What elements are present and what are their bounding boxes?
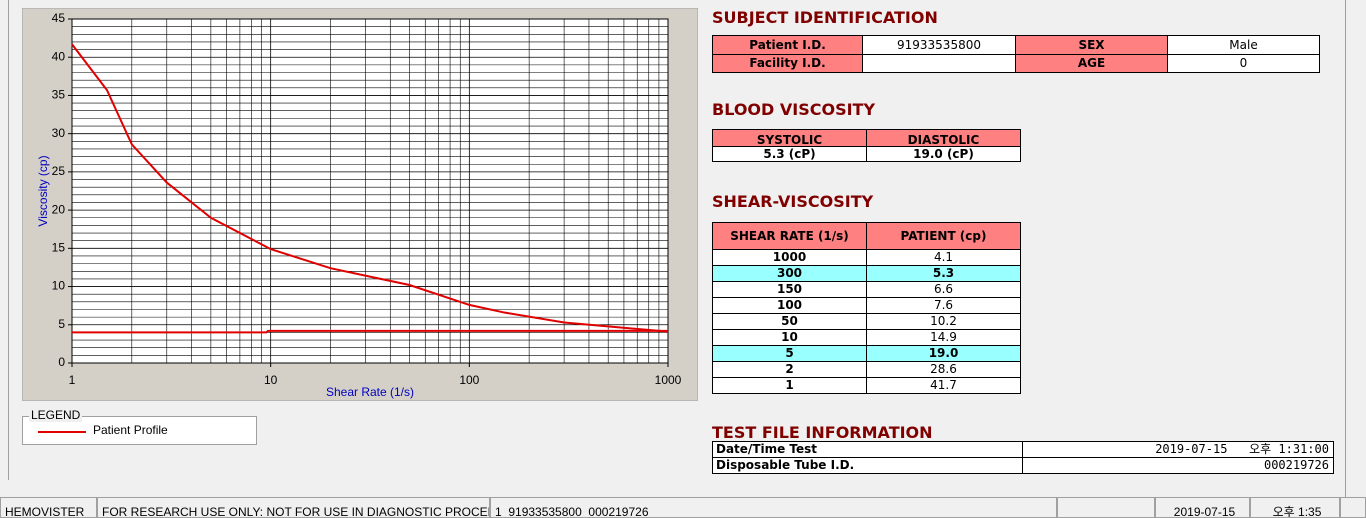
viscosity-cell: 10.2 bbox=[866, 313, 1021, 330]
y-tick-label: 45 bbox=[52, 11, 66, 25]
x-tick-label: 100 bbox=[459, 373, 479, 387]
y-tick-label: 0 bbox=[58, 355, 65, 369]
label-cell: Disposable Tube I.D. bbox=[712, 457, 1023, 474]
status-empty bbox=[1057, 497, 1155, 518]
legend-swatch bbox=[38, 431, 86, 433]
value-cell: 5.3 (cP) bbox=[712, 146, 867, 162]
y-tick-label: 5 bbox=[58, 317, 65, 331]
x-tick-label: 1000 bbox=[655, 373, 682, 387]
x-tick-label: 10 bbox=[264, 373, 278, 387]
y-tick-label: 40 bbox=[52, 49, 66, 63]
label-cell: AGE bbox=[1015, 54, 1168, 73]
value-cell: 19.0 (cP) bbox=[866, 146, 1021, 162]
x-tick-label: 1 bbox=[69, 373, 76, 387]
value-cell: 91933535800 bbox=[862, 35, 1016, 55]
status-notice: FOR RESEARCH USE ONLY: NOT FOR USE IN DI… bbox=[97, 497, 490, 518]
header-cell: PATIENT (cp) bbox=[866, 222, 1021, 250]
label-cell: Date/Time Test bbox=[712, 441, 1023, 458]
header-cell: SYSTOLIC bbox=[712, 129, 867, 147]
y-axis-label: Viscosity (cp) bbox=[36, 155, 50, 226]
y-tick-label: 15 bbox=[52, 241, 66, 255]
y-tick-label: 35 bbox=[52, 88, 66, 102]
viscosity-cell: 14.9 bbox=[866, 329, 1021, 346]
plot-border bbox=[71, 18, 669, 364]
shear-rate-cell: 100 bbox=[712, 297, 867, 314]
viscosity-cell: 4.1 bbox=[866, 249, 1021, 266]
section-title: TEST FILE INFORMATION bbox=[712, 423, 933, 442]
shear-rate-cell: 1000 bbox=[712, 249, 867, 266]
shear-rate-cell: 5 bbox=[712, 345, 867, 362]
section-title: BLOOD VISCOSITY bbox=[712, 100, 876, 119]
status-record: 1 91933535800 000219726 bbox=[490, 497, 1057, 518]
viscosity-cell: 19.0 bbox=[866, 345, 1021, 362]
shear-rate-cell: 2 bbox=[712, 361, 867, 378]
status-app: HEMOVISTER bbox=[0, 497, 97, 518]
y-tick-label: 25 bbox=[52, 164, 66, 178]
shear-rate-cell: 1 bbox=[712, 377, 867, 394]
value-cell bbox=[862, 54, 1016, 73]
status-date: 2019-07-15 bbox=[1155, 497, 1250, 518]
value-cell: 0 bbox=[1167, 54, 1320, 73]
value-cell: 000219726 bbox=[1022, 457, 1334, 474]
chart: Shear Rate (1/s) Viscosity (cp) 0 5 10 15 20… bbox=[22, 8, 698, 401]
legend: LEGEND Patient Profile bbox=[22, 408, 257, 445]
label-cell: Patient I.D. bbox=[712, 35, 863, 55]
data-line bbox=[72, 329, 668, 334]
label-cell: Facility I.D. bbox=[712, 54, 863, 73]
left-border bbox=[8, 0, 9, 480]
plot-area bbox=[72, 19, 668, 363]
viscosity-cell: 28.6 bbox=[866, 361, 1021, 378]
shear-rate-cell: 300 bbox=[712, 265, 867, 282]
data-line bbox=[71, 43, 669, 333]
legend-label: Patient Profile bbox=[93, 423, 168, 437]
status-time: 오후 1:35 bbox=[1250, 497, 1340, 518]
y-tick-label: 20 bbox=[52, 202, 66, 216]
section-title: SHEAR-VISCOSITY bbox=[712, 192, 874, 211]
label-cell: SEX bbox=[1015, 35, 1168, 55]
value-cell: 2019-07-15 오후 1:31:00 bbox=[1022, 441, 1334, 458]
status-grip bbox=[1340, 497, 1366, 518]
y-tick-label: 30 bbox=[52, 126, 66, 140]
header-cell: DIASTOLIC bbox=[866, 129, 1021, 147]
right-border bbox=[1345, 0, 1346, 497]
value-cell: Male bbox=[1167, 35, 1320, 55]
header-cell: SHEAR RATE (1/s) bbox=[712, 222, 867, 250]
viscosity-cell: 5.3 bbox=[866, 265, 1021, 282]
y-tick-label: 10 bbox=[52, 279, 66, 293]
viscosity-cell: 7.6 bbox=[866, 297, 1021, 314]
shear-rate-cell: 150 bbox=[712, 281, 867, 298]
viscosity-cell: 41.7 bbox=[866, 377, 1021, 394]
viscosity-cell: 6.6 bbox=[866, 281, 1021, 298]
section-title: SUBJECT IDENTIFICATION bbox=[712, 8, 938, 27]
shear-rate-cell: 50 bbox=[712, 313, 867, 330]
legend-title: LEGEND bbox=[29, 408, 83, 422]
x-axis-label: Shear Rate (1/s) bbox=[326, 385, 414, 399]
shear-rate-cell: 10 bbox=[712, 329, 867, 346]
